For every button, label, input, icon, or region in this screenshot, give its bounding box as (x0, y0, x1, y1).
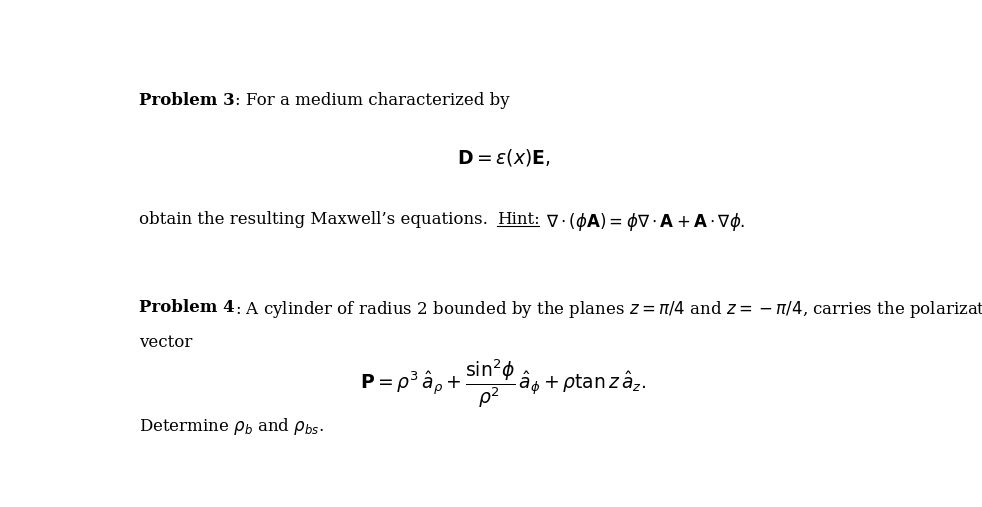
Text: $\mathbf{P} = \rho^3\,\hat{a}_\rho + \dfrac{\sin^2\!\phi}{\rho^2}\,\hat{a}_\phi : $\mathbf{P} = \rho^3\,\hat{a}_\rho + \df… (360, 357, 646, 410)
Text: Determine $\rho_b$ and $\rho_{bs}$.: Determine $\rho_b$ and $\rho_{bs}$. (139, 416, 325, 437)
Text: vector: vector (139, 334, 192, 351)
Text: $\mathbf{D} = \varepsilon(x)\mathbf{E},$: $\mathbf{D} = \varepsilon(x)\mathbf{E},$ (457, 147, 550, 168)
Text: : For a medium characterized by: : For a medium characterized by (236, 92, 510, 109)
Text: Problem 3: Problem 3 (139, 92, 236, 109)
Text: $\nabla \cdot (\phi\mathbf{A}) = \phi\nabla \cdot \mathbf{A} + \mathbf{A} \cdot : $\nabla \cdot (\phi\mathbf{A}) = \phi\na… (546, 211, 745, 233)
Text: obtain the resulting Maxwell’s equations.: obtain the resulting Maxwell’s equations… (139, 211, 497, 228)
Text: Hint:: Hint: (497, 211, 539, 228)
Text: Problem 4: Problem 4 (139, 299, 235, 316)
Text: : A cylinder of radius 2 bounded by the planes $z = \pi/4$ and $z = -\pi/4$, car: : A cylinder of radius 2 bounded by the … (235, 299, 982, 320)
